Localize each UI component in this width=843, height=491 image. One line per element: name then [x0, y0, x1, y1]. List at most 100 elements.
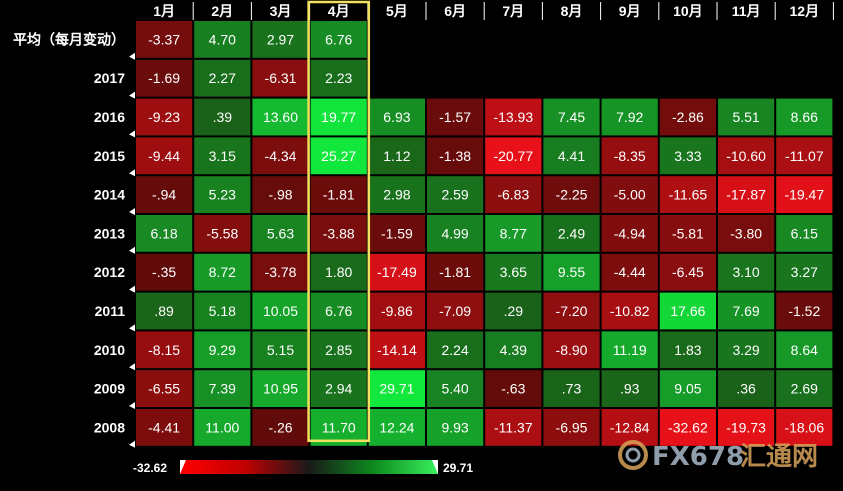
cell-value-label: 2.23	[325, 70, 352, 86]
heatmap-cell	[718, 176, 775, 213]
row-label: 2012	[94, 264, 125, 280]
cell-value-label: -18.06	[784, 419, 824, 435]
cell-value-label: 11.00	[205, 419, 239, 435]
heatmap-cell	[776, 331, 833, 369]
legend-max-label: 29.71	[443, 461, 473, 475]
cell-value-label: 8.66	[791, 109, 818, 125]
heatmap-cell	[310, 176, 367, 213]
cell-value-label: 7.39	[209, 381, 236, 397]
legend-min-label: -32.62	[133, 461, 167, 475]
cell-value-label: 5.63	[267, 225, 294, 241]
row-tick	[129, 324, 135, 332]
cell-value-label: 2.24	[441, 342, 468, 358]
cell-value-label: -3.80	[730, 225, 762, 241]
cell-value-label: -10.82	[610, 303, 650, 319]
cell-value-label: -2.86	[672, 109, 704, 125]
heatmap-cell	[136, 21, 193, 58]
heatmap-cell	[136, 137, 193, 175]
month-header: 9月	[619, 3, 641, 19]
month-header: 5月	[386, 3, 408, 19]
cell-value-label: 6.93	[383, 109, 410, 125]
cell-value-label: -13.93	[493, 109, 533, 125]
cell-value-label: -4.44	[614, 264, 646, 280]
heatmap-cell	[427, 98, 484, 136]
heatmap-cell	[310, 137, 367, 175]
cell-value-label: -19.73	[726, 419, 766, 435]
heatmap-cell	[427, 137, 484, 175]
heatmap-cell	[194, 98, 251, 136]
cell-value-label: -4.94	[614, 225, 646, 241]
cell-value-label: -2.25	[556, 187, 588, 203]
cell-value-label: .93	[620, 381, 640, 397]
watermark: FX678 汇通网	[618, 440, 818, 472]
cell-value-label: 9.55	[558, 264, 585, 280]
cell-value-label: 6.15	[791, 225, 818, 241]
cell-value-label: -7.09	[439, 303, 471, 319]
highlight-column-frame	[307, 0, 371, 443]
heatmap-cell	[194, 21, 251, 58]
cell-value-label: 3.29	[732, 342, 759, 358]
month-header: 4月	[328, 3, 350, 19]
heatmap-cell	[136, 253, 193, 291]
cell-value-label: 19.77	[321, 109, 356, 125]
cell-value-label: -6.83	[497, 187, 529, 203]
cell-value-label: 2.94	[325, 381, 352, 397]
cell-value-label: 6.18	[150, 225, 177, 241]
heatmap-cell	[136, 331, 193, 369]
cell-value-label: .73	[562, 381, 582, 397]
heatmap-cell	[601, 370, 658, 407]
cell-value-label: 9.93	[441, 419, 468, 435]
month-header: 6月	[444, 3, 466, 19]
heatmap-cell	[368, 331, 425, 369]
cell-value-label: -12.84	[610, 419, 650, 435]
month-header: 10月	[673, 3, 703, 19]
heatmap-cell	[543, 176, 600, 213]
cell-value-label: -14.14	[377, 342, 417, 358]
heatmap-cell	[659, 98, 716, 136]
legend-gradient-bar	[180, 460, 438, 474]
heatmap-cell	[776, 137, 833, 175]
heatmap-cell	[485, 176, 542, 213]
cell-value-label: 2.85	[325, 342, 352, 358]
cell-value-label: 5.40	[441, 381, 468, 397]
row-label: 平均（每月变动）	[13, 31, 125, 47]
heatmap-cell	[310, 21, 367, 58]
row-label: 2017	[94, 70, 125, 86]
cell-value-label: .89	[154, 303, 174, 319]
heatmap-cell	[427, 292, 484, 330]
heatmap-cell	[718, 215, 775, 252]
heatmap-cell	[718, 137, 775, 175]
cell-value-label: 2.97	[267, 31, 294, 47]
heatmap-cell	[543, 98, 600, 136]
cell-value-label: -1.81	[439, 264, 471, 280]
heatmap-cell	[368, 370, 425, 407]
cell-value-label: 3.65	[500, 264, 527, 280]
legend-left-marker	[180, 460, 186, 474]
cell-value-label: -8.90	[556, 342, 588, 358]
row-label: 2015	[94, 148, 125, 164]
heatmap-cell	[718, 292, 775, 330]
row-label: 2008	[94, 419, 125, 435]
heatmap-cell	[194, 176, 251, 213]
month-header: 11月	[732, 3, 761, 19]
cell-value-label: -7.20	[556, 303, 588, 319]
heatmap-cell	[194, 331, 251, 369]
heatmap-cell	[601, 292, 658, 330]
cell-value-label: 7.69	[732, 303, 759, 319]
heatmap-cell	[485, 98, 542, 136]
cell-value-label: 2.98	[383, 187, 410, 203]
heatmap-cell	[601, 215, 658, 252]
row-tick	[129, 440, 135, 448]
heatmap-cell	[427, 176, 484, 213]
heatmap-cell	[252, 176, 309, 213]
heatmap-cell	[543, 137, 600, 175]
heatmap-cell	[310, 370, 367, 407]
row-tick	[129, 91, 135, 99]
cell-value-label: -11.65	[669, 187, 708, 203]
cell-value-label: 3.15	[209, 148, 236, 164]
cell-value-label: 17.66	[670, 303, 705, 319]
cell-value-label: -6.55	[148, 381, 180, 397]
row-tick	[129, 402, 135, 409]
cell-value-label: -17.87	[726, 187, 766, 203]
